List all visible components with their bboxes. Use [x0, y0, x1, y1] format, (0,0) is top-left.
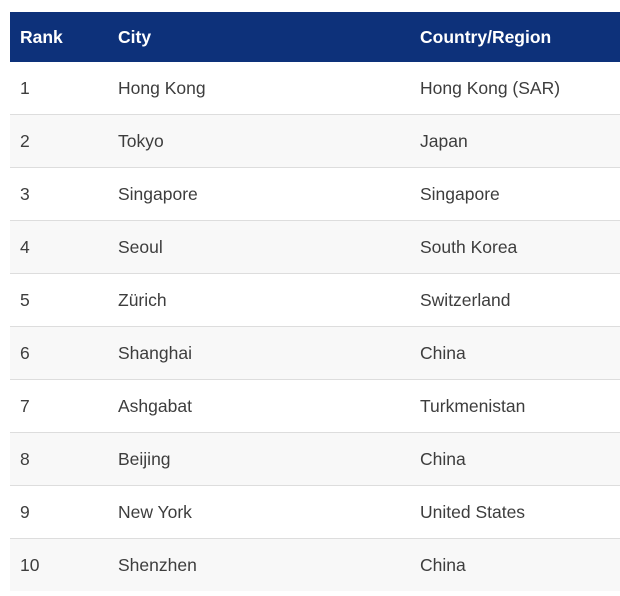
city-cell: Ashgabat: [108, 379, 410, 433]
country-cell: Hong Kong (SAR): [410, 62, 620, 115]
rank-cell: 9: [10, 485, 108, 539]
city-cell: Seoul: [108, 220, 410, 274]
table-row: 7 Ashgabat Turkmenistan: [10, 379, 620, 433]
rank-cell: 1: [10, 62, 108, 115]
country-cell: China: [410, 538, 620, 591]
table-body: 1 Hong Kong Hong Kong (SAR) 2 Tokyo Japa…: [10, 62, 620, 591]
table-row: 3 Singapore Singapore: [10, 167, 620, 221]
country-cell: United States: [410, 485, 620, 539]
city-cell: Beijing: [108, 432, 410, 486]
column-header-rank: Rank: [10, 12, 108, 62]
city-cell: Hong Kong: [108, 62, 410, 115]
city-cell: New York: [108, 485, 410, 539]
rank-cell: 5: [10, 273, 108, 327]
city-cell: Singapore: [108, 167, 410, 221]
city-ranking-table-container: Rank City Country/Region 1 Hong Kong Hon…: [10, 12, 620, 591]
rank-cell: 6: [10, 326, 108, 380]
table-row: 10 Shenzhen China: [10, 538, 620, 591]
country-cell: Switzerland: [410, 273, 620, 327]
header-row: Rank City Country/Region: [10, 12, 620, 62]
rank-cell: 3: [10, 167, 108, 221]
column-header-city: City: [108, 12, 410, 62]
rank-cell: 10: [10, 538, 108, 591]
country-cell: China: [410, 432, 620, 486]
city-cell: Tokyo: [108, 114, 410, 168]
rank-cell: 8: [10, 432, 108, 486]
rank-cell: 7: [10, 379, 108, 433]
country-cell: Singapore: [410, 167, 620, 221]
rank-cell: 4: [10, 220, 108, 274]
column-header-country-region: Country/Region: [410, 12, 620, 62]
table-row: 9 New York United States: [10, 485, 620, 539]
table-row: 4 Seoul South Korea: [10, 220, 620, 274]
table-header: Rank City Country/Region: [10, 12, 620, 62]
city-ranking-table: Rank City Country/Region 1 Hong Kong Hon…: [10, 12, 620, 591]
city-cell: Zürich: [108, 273, 410, 327]
country-cell: Japan: [410, 114, 620, 168]
table-row: 6 Shanghai China: [10, 326, 620, 380]
country-cell: South Korea: [410, 220, 620, 274]
table-row: 2 Tokyo Japan: [10, 114, 620, 168]
city-cell: Shenzhen: [108, 538, 410, 591]
table-row: 1 Hong Kong Hong Kong (SAR): [10, 62, 620, 115]
table-row: 8 Beijing China: [10, 432, 620, 486]
city-cell: Shanghai: [108, 326, 410, 380]
country-cell: China: [410, 326, 620, 380]
rank-cell: 2: [10, 114, 108, 168]
table-row: 5 Zürich Switzerland: [10, 273, 620, 327]
country-cell: Turkmenistan: [410, 379, 620, 433]
